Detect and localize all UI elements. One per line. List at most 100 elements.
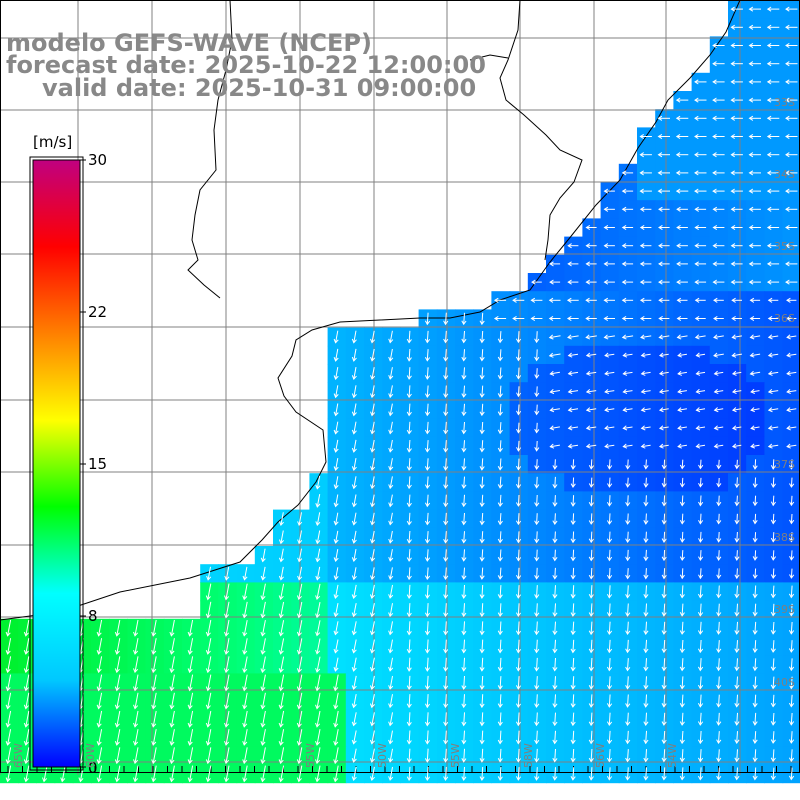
wind-arrow xyxy=(770,495,777,507)
wind-arrow xyxy=(679,585,685,599)
wind-arrow xyxy=(333,367,339,381)
wind-arrow xyxy=(750,443,760,449)
wind-arrow xyxy=(461,512,467,526)
wind-arrow xyxy=(621,297,634,303)
wind-arrow xyxy=(694,188,707,194)
wind-arrow xyxy=(625,513,631,525)
wind-arrow xyxy=(497,603,503,618)
wind-arrow xyxy=(658,443,669,449)
wind-arrow xyxy=(679,495,685,507)
wind-arrow xyxy=(694,79,707,85)
wind-arrow xyxy=(515,603,522,618)
wind-arrow xyxy=(625,749,631,763)
wind-arrow xyxy=(333,710,339,728)
wind-arrow xyxy=(788,731,795,744)
wind-arrow xyxy=(531,279,542,285)
wind-arrow xyxy=(788,694,795,708)
wind-arrow xyxy=(260,548,266,563)
wind-arrow xyxy=(606,531,613,544)
wind-arrow xyxy=(23,638,30,655)
wind-arrow xyxy=(570,513,576,526)
wind-arrow xyxy=(187,656,194,674)
wind-arrow xyxy=(676,206,688,212)
wind-arrow xyxy=(461,748,467,763)
wind-arrow xyxy=(479,421,485,435)
wind-arrow xyxy=(515,621,522,636)
wind-arrow xyxy=(570,676,576,690)
wind-arrow xyxy=(785,24,798,30)
wind-arrow xyxy=(388,476,394,490)
wind-arrow xyxy=(351,730,357,745)
wind-arrow xyxy=(643,749,649,763)
wind-arrow xyxy=(625,531,631,544)
wind-arrow xyxy=(658,425,669,431)
wind-arrow xyxy=(730,261,743,267)
wind-arrow xyxy=(406,584,412,600)
wind-arrow xyxy=(730,79,743,85)
wind-arrow xyxy=(661,749,667,763)
wind-arrow xyxy=(730,42,743,49)
wind-arrow xyxy=(388,639,394,654)
wind-arrow xyxy=(497,349,503,362)
wind-arrow xyxy=(369,694,375,709)
wind-arrow xyxy=(697,749,704,763)
wind-arrow xyxy=(479,349,485,362)
wind-arrow xyxy=(625,603,631,617)
wind-arrow xyxy=(640,389,651,395)
wind-arrow xyxy=(515,549,522,562)
wind-arrow xyxy=(661,767,667,781)
wind-arrow xyxy=(388,712,394,727)
wind-arrow xyxy=(606,767,613,781)
wind-arrow xyxy=(712,224,725,231)
wind-arrow xyxy=(388,439,394,453)
wind-arrow xyxy=(570,621,576,636)
wind-arrow xyxy=(333,692,339,710)
wind-arrow xyxy=(351,512,357,526)
wind-arrow xyxy=(713,352,724,358)
wind-arrow xyxy=(388,421,394,435)
wind-arrow xyxy=(351,385,357,399)
wind-arrow xyxy=(567,243,579,249)
wind-arrow xyxy=(588,712,594,727)
wind-arrow xyxy=(23,729,30,746)
wind-arrow xyxy=(224,765,230,783)
wind-arrow xyxy=(278,638,285,655)
wind-arrow xyxy=(694,243,707,249)
wind-arrow xyxy=(679,749,685,763)
lon-label: 56W xyxy=(594,743,607,768)
wind-arrow xyxy=(260,674,266,692)
wind-arrow xyxy=(333,458,339,472)
wind-arrow xyxy=(716,621,722,635)
wind-arrow xyxy=(661,513,667,525)
wind-arrow xyxy=(752,621,758,635)
wind-arrow xyxy=(443,766,449,781)
colorbar-unit: [m/s] xyxy=(33,133,73,151)
wind-arrow xyxy=(461,494,467,508)
wind-arrow xyxy=(351,766,357,782)
wind-arrow xyxy=(734,694,740,708)
wind-arrow xyxy=(351,494,357,508)
wind-arrow xyxy=(643,712,649,727)
wind-arrow xyxy=(730,133,743,140)
wind-arrow xyxy=(552,476,558,489)
wind-arrow xyxy=(278,710,285,728)
wind-arrow xyxy=(369,657,375,672)
wind-arrow xyxy=(658,261,670,267)
wind-arrow xyxy=(206,566,212,581)
wind-arrow xyxy=(585,224,597,231)
wind-arrow xyxy=(315,512,321,527)
wind-arrow xyxy=(677,425,687,431)
wind-arrow xyxy=(716,513,722,525)
wind-arrow xyxy=(766,133,780,140)
wind-arrow xyxy=(224,710,230,728)
wind-arrow xyxy=(770,694,776,708)
wind-arrow xyxy=(315,674,321,692)
wind-arrow xyxy=(96,619,103,637)
wind-arrow xyxy=(205,601,212,619)
wind-arrow xyxy=(770,621,776,635)
wind-arrow xyxy=(497,531,503,544)
wind-arrow xyxy=(658,243,670,249)
wind-arrow xyxy=(224,583,230,601)
wind-arrow xyxy=(567,370,579,376)
wind-arrow xyxy=(187,710,194,728)
